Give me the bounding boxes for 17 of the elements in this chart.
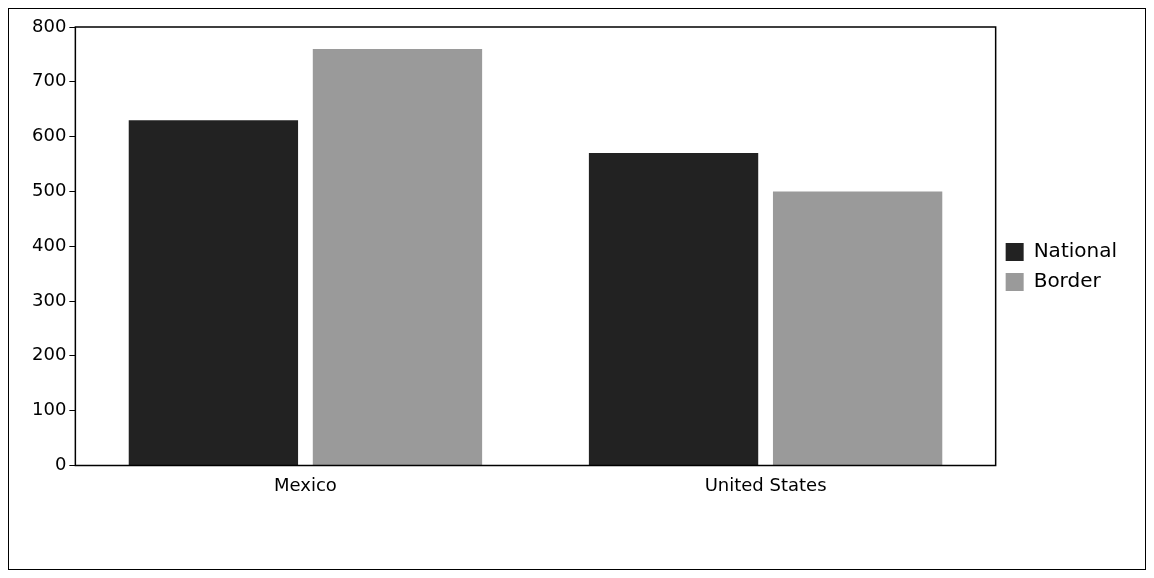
y-tick-label: 200 (32, 343, 67, 365)
y-tick-label: 400 (32, 233, 67, 255)
bar (312, 48, 483, 465)
y-tick-label: 700 (32, 69, 67, 91)
y-tick-label: 500 (32, 179, 67, 201)
y-tick-label: 800 (32, 14, 67, 36)
legend-label: National (1033, 238, 1117, 263)
bar (772, 191, 943, 465)
y-tick-label: 600 (32, 124, 67, 146)
x-tick-label: United States (704, 473, 827, 495)
y-tick-label: 300 (32, 288, 67, 310)
y-tick-label: 100 (32, 398, 67, 420)
legend-label: Border (1033, 268, 1102, 293)
bar (128, 120, 299, 465)
x-tick-label: Mexico (274, 473, 337, 495)
y-tick-label: 0 (54, 453, 67, 475)
bar (588, 153, 759, 465)
